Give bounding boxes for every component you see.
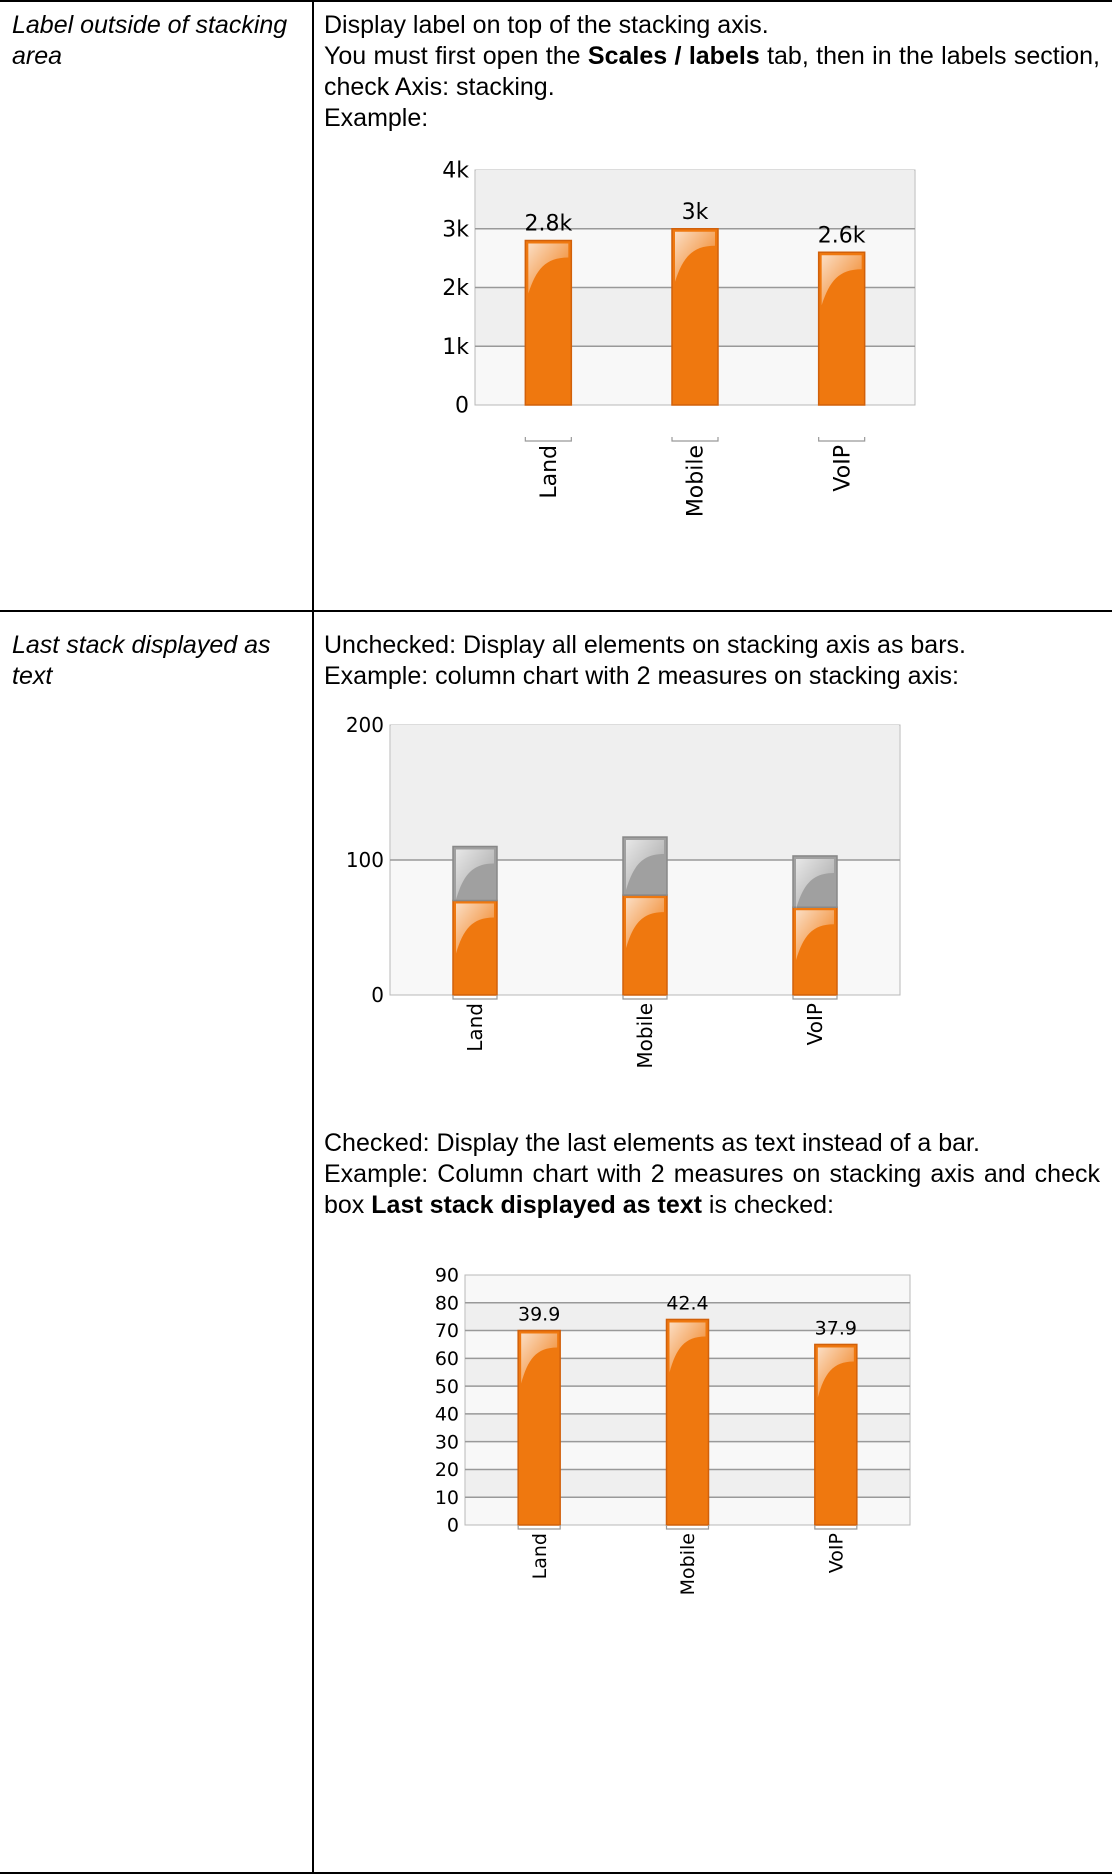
y-tick-label: 90 — [435, 1265, 459, 1287]
data-label: 2.8k — [524, 212, 572, 237]
bar-gloss — [456, 849, 494, 900]
y-tick-label: 30 — [435, 1431, 459, 1453]
category-bracket — [665, 1525, 710, 1530]
y-tick-label: 3k — [442, 217, 469, 242]
row2-unchecked-text: Unchecked: Display all elements on stack… — [324, 631, 966, 659]
row-label-label-outside: Label outside of stacking area — [12, 11, 288, 70]
y-tick-label: 0 — [447, 1515, 459, 1537]
bar-gloss — [521, 1333, 558, 1384]
x-tick-label: Land — [529, 1533, 551, 1579]
row2-unchecked-description: Unchecked: Display all elements on stack… — [324, 630, 1100, 692]
bar-gloss — [626, 840, 664, 891]
category-bracket — [792, 995, 838, 1000]
bar-gloss — [669, 1322, 706, 1373]
x-tick-label: VoIP — [830, 445, 855, 492]
data-label: 2.6k — [818, 223, 866, 248]
table-bottom-border — [0, 1872, 1112, 1874]
row1-line1: Display label on top of the stacking axi… — [324, 11, 769, 39]
row2-unchecked-example: Example: column chart with 2 measures on… — [324, 662, 959, 690]
row1-line2-post: tab, then in the labels section, check A… — [324, 42, 1100, 101]
y-tick-label: 70 — [435, 1320, 459, 1342]
x-tick-label: VoIP — [803, 1003, 827, 1045]
row1-example-label: Example: — [324, 104, 429, 132]
y-tick-label: 0 — [371, 983, 384, 1007]
column-divider — [312, 0, 314, 1874]
grid-band — [476, 170, 914, 229]
x-tick-label: Land — [463, 1003, 487, 1052]
data-label: 37.9 — [815, 1317, 857, 1339]
data-label: 39.9 — [518, 1304, 560, 1326]
row2-checked-example: Example: Column chart with 2 measures on… — [324, 1159, 1100, 1221]
category-bracket — [671, 437, 719, 442]
bar-gloss — [626, 898, 664, 949]
row1-line2-pre: You must first open the — [324, 42, 588, 70]
y-tick-label: 20 — [435, 1459, 459, 1481]
data-label: 3k — [682, 200, 709, 225]
x-tick-label: VoIP — [825, 1533, 847, 1573]
y-tick-label: 200 — [346, 713, 384, 737]
x-tick-label: Mobile — [677, 1533, 699, 1595]
x-tick-label: Land — [537, 445, 562, 499]
row2-checked-description: Checked: Display the last elements as te… — [324, 1128, 1100, 1221]
x-tick-label: Mobile — [633, 1003, 657, 1069]
y-tick-label: 50 — [435, 1376, 459, 1398]
y-tick-label: 1k — [442, 335, 469, 360]
row2-checked-example-post: is checked: — [701, 1191, 834, 1219]
category-bracket — [622, 995, 668, 1000]
bar-gloss — [796, 910, 834, 961]
scales-labels-tab-name: Scales / labels — [587, 42, 760, 70]
row2-checked-example-pre: Example: Column chart with 2 measures on… — [324, 1160, 1100, 1219]
bar-gloss — [796, 858, 834, 909]
row1-description: Display label on top of the stacking axi… — [324, 10, 1100, 134]
y-tick-label: 40 — [435, 1404, 459, 1426]
y-tick-label: 0 — [455, 394, 469, 419]
row-label-last-stack: Last stack displayed as text — [12, 631, 271, 690]
chart-label-outside: 0 1k 2k 3k 4k 2.8k Land 3k Mobile 2.6k VoIP — [442, 159, 916, 517]
y-tick-label: 4k — [442, 159, 469, 184]
y-tick-label: 80 — [435, 1292, 459, 1314]
bar-gloss — [821, 255, 862, 306]
chart-checked-text: 0 10 20 30 40 50 60 70 80 90 39.9 Land 42.4 Mobile 37.… — [435, 1265, 911, 1595]
bar-gloss — [456, 903, 494, 954]
data-label: 42.4 — [666, 1292, 708, 1314]
row1-line2: You must first open the Scales / labels … — [324, 41, 1100, 103]
last-stack-checkbox-name: Last stack displayed as text — [371, 1191, 702, 1219]
category-bracket — [814, 1525, 858, 1530]
category-bracket — [818, 437, 866, 442]
table-top-border — [0, 0, 1112, 2]
category-bracket — [452, 995, 498, 1000]
bar-gloss — [817, 1347, 854, 1398]
chart-unchecked-stacked: 0 100 200 Land Mobile VoIP — [346, 713, 901, 1069]
y-tick-label: 10 — [435, 1487, 459, 1509]
y-tick-label: 60 — [435, 1348, 459, 1370]
y-tick-label: 2k — [442, 276, 469, 301]
category-bracket — [517, 1525, 561, 1530]
category-bracket — [524, 437, 572, 442]
row-divider — [0, 610, 1112, 612]
row2-checked-text: Checked: Display the last elements as te… — [324, 1129, 980, 1157]
bar-gloss — [675, 231, 715, 282]
bar-gloss — [528, 243, 569, 294]
x-tick-label: Mobile — [684, 445, 709, 517]
y-tick-label: 100 — [346, 848, 384, 872]
